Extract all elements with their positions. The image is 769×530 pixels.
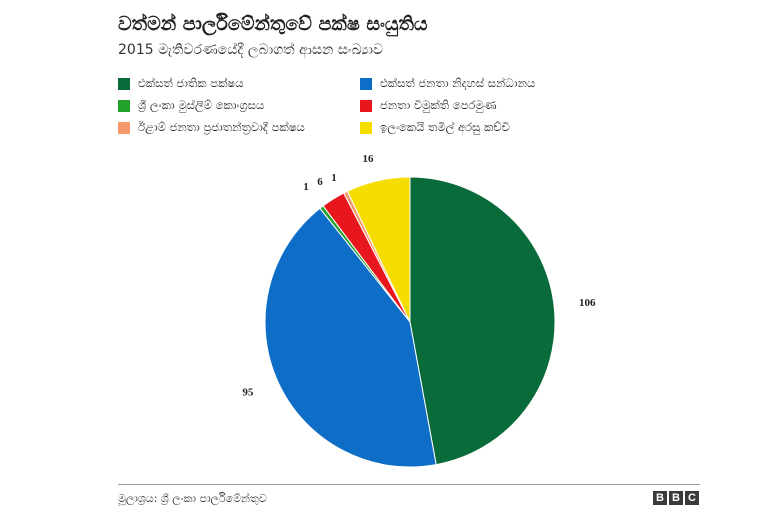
data-label: 106 <box>579 297 596 309</box>
legend-label: ජනතා විමුක්ති පෙරමුණ <box>380 98 497 112</box>
legend-label: එක්සත් ජාතික පක්ෂය <box>138 76 244 90</box>
chart-subtitle: 2015 මැතිවරණයේදී ලබාගත් ආසන සංඛ්‍යාව <box>118 42 384 58</box>
legend-item: ඉලංකෙයි තමිල් අරසු කච්චි <box>360 120 510 135</box>
legend-swatch <box>360 121 372 134</box>
chart-title: වත්මන් පාර්ලිමේන්තුවේ පක්ෂ සංයුතිය <box>118 13 428 35</box>
data-label: 95 <box>242 387 254 399</box>
legend-item: ඊළාම් ජනතා ප්‍රජාතන්ත්‍රවාදී පක්ෂය <box>118 120 305 135</box>
legend-swatch <box>118 121 130 134</box>
data-label: 1 <box>331 172 337 184</box>
data-label: 6 <box>317 176 323 188</box>
legend-label: ශ්‍රී ලංකා මුස්ලිම් කොංග්‍රසය <box>138 98 265 112</box>
logo-block: C <box>685 491 699 505</box>
footer-divider <box>118 484 700 485</box>
legend-label: ඉලංකෙයි තමිල් අරසු කච්චි <box>380 120 510 134</box>
legend-item: එක්සත් ජාතික පක්ෂය <box>118 76 243 91</box>
legend-swatch <box>118 99 130 112</box>
legend-label: ඊළාම් ජනතා ප්‍රජාතන්ත්‍රවාදී පක්ෂය <box>138 120 305 134</box>
data-label: 1 <box>303 181 309 193</box>
pie-slice <box>264 207 437 468</box>
source-note: මූලාශ්‍රය: ශ්‍රී ලංකා පාර්ලිමේන්තුව <box>118 492 267 505</box>
logo-block: B <box>653 491 667 505</box>
legend-swatch <box>360 77 372 90</box>
pie-slice <box>346 176 411 323</box>
pie-slice <box>409 176 556 466</box>
legend-item: එක්සත් ජනතා නිදහස් සන්ධානය <box>360 76 535 91</box>
legend-item: ජනතා විමුක්ති පෙරමුණ <box>360 98 497 113</box>
legend-label: එක්සත් ජනතා නිදහස් සන්ධානය <box>380 76 536 90</box>
logo-block: B <box>669 491 683 505</box>
data-label: 16 <box>363 153 375 165</box>
legend-swatch <box>118 77 130 90</box>
legend-item: ශ්‍රී ලංකා මුස්ලිම් කොංග්‍රසය <box>118 98 264 113</box>
legend-swatch <box>360 99 372 112</box>
